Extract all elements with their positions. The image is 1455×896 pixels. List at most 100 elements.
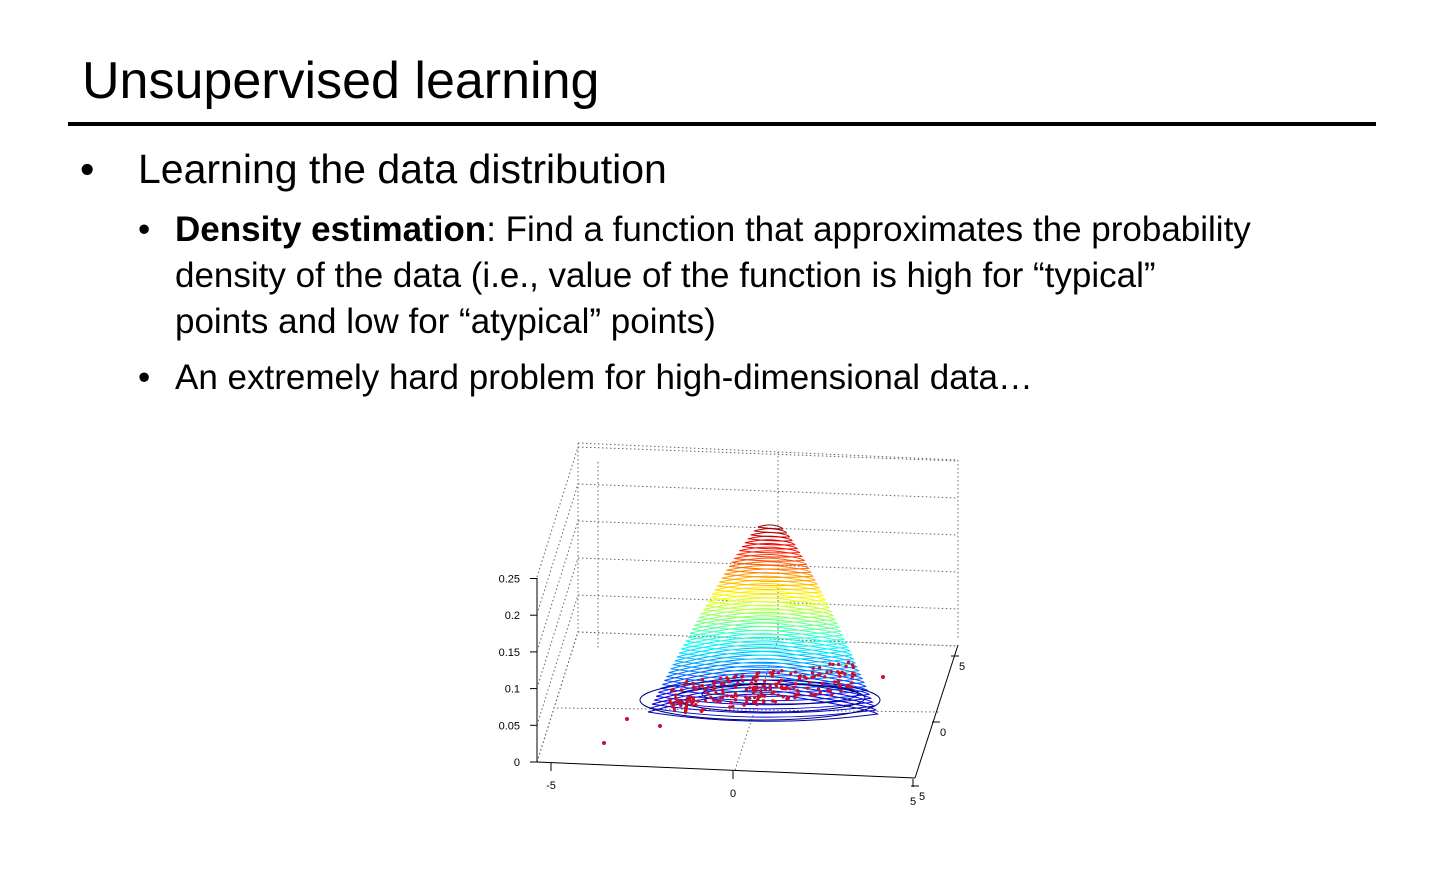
- data-point: [753, 695, 757, 700]
- data-point: [828, 662, 832, 666]
- data-point: [851, 665, 856, 670]
- grid-line: [536, 594, 579, 726]
- data-point: [776, 693, 780, 697]
- data-point: [846, 684, 850, 688]
- data-point: [719, 682, 724, 686]
- surface-contour: [714, 583, 823, 595]
- data-point: [731, 704, 735, 709]
- x-tick-label: 5: [910, 796, 916, 808]
- data-point: [683, 683, 687, 687]
- surface-contour: [656, 679, 873, 706]
- data-point: [779, 678, 784, 683]
- data-point: [753, 689, 758, 693]
- data-point: [850, 675, 854, 679]
- data-point: [838, 674, 842, 679]
- data-point: [672, 707, 677, 712]
- data-point: [768, 684, 772, 688]
- surface-contour: [660, 672, 869, 698]
- data-point: [794, 682, 798, 686]
- data-point: [810, 671, 815, 675]
- data-point: [733, 692, 738, 696]
- surface-contour: [709, 590, 827, 603]
- data-point: [731, 695, 736, 699]
- surface-contour: [707, 593, 829, 607]
- bullet-dot: •: [138, 358, 151, 397]
- data-point: [668, 698, 672, 703]
- data-point: [849, 685, 854, 689]
- data-point: [703, 699, 708, 703]
- surface-contour: [757, 524, 784, 530]
- surface-contour: [736, 550, 803, 558]
- grid-line: [536, 483, 579, 615]
- data-point: [810, 675, 814, 680]
- bullet-text: Learning the data distribution: [138, 146, 667, 192]
- data-point: [844, 664, 848, 668]
- data-point: [762, 684, 767, 689]
- data-point: [771, 699, 775, 703]
- data-point: [843, 672, 847, 676]
- data-point: [807, 680, 811, 685]
- surface-contour: [700, 604, 835, 619]
- data-point: [714, 691, 718, 695]
- data-point: [685, 700, 689, 704]
- data-point: [694, 703, 698, 707]
- data-point: [774, 682, 778, 686]
- surface-contour: [753, 528, 788, 534]
- data-point: [725, 676, 729, 680]
- data-point: [740, 675, 744, 679]
- data-point: [837, 682, 841, 686]
- bullet-text-line2: density of the data (i.e., value of the …: [175, 256, 1156, 295]
- z-tick-label: 0.2: [505, 610, 520, 622]
- data-point: [817, 666, 822, 670]
- grid-line: [536, 520, 579, 652]
- slide-title: Unsupervised learning: [82, 52, 600, 110]
- data-point: [749, 681, 754, 685]
- data-point: [712, 698, 716, 702]
- data-point: [733, 698, 738, 702]
- data-point: [722, 681, 726, 686]
- x-axis: [536, 761, 916, 779]
- data-point: [728, 705, 732, 709]
- data-point: [743, 695, 748, 699]
- data-point: [811, 666, 815, 670]
- surface-contour: [694, 615, 840, 632]
- data-point: [658, 724, 662, 728]
- data-point: [823, 675, 827, 679]
- data-point: [755, 686, 760, 690]
- data-point: [793, 670, 798, 674]
- grid-line: [577, 557, 959, 573]
- data-point: [752, 685, 756, 689]
- data-point: [829, 669, 833, 674]
- data-point: [796, 692, 801, 696]
- z-tick-label: 0.05: [499, 720, 520, 732]
- data-point: [833, 680, 837, 684]
- surface-contour: [741, 542, 798, 550]
- data-point: [792, 685, 796, 690]
- data-point: [712, 688, 716, 692]
- bold-term: Density estimation: [175, 210, 487, 249]
- data-point: [670, 705, 675, 709]
- grid-line: [577, 446, 959, 462]
- data-point: [761, 699, 766, 703]
- data-point: [763, 694, 767, 698]
- z-tick-label: 0.25: [499, 574, 520, 586]
- data-point: [813, 693, 818, 697]
- surface-contour: [731, 557, 808, 566]
- data-point: [755, 675, 760, 679]
- data-point: [673, 696, 678, 701]
- data-point: [806, 686, 810, 690]
- data-point: [689, 700, 694, 704]
- z-tick-label: 0.15: [499, 647, 520, 659]
- grid-line: [577, 483, 959, 499]
- data-point: [849, 681, 854, 685]
- data-point: [736, 681, 740, 685]
- data-point: [785, 697, 789, 701]
- grid-line: [536, 446, 579, 578]
- data-point: [727, 680, 732, 684]
- data-point: [777, 681, 781, 685]
- data-point: [771, 669, 776, 673]
- bullet-text-line3: points and low for “atypical” points): [175, 302, 716, 341]
- data-point: [685, 679, 689, 683]
- grid-line: [536, 557, 579, 689]
- data-point: [733, 685, 738, 689]
